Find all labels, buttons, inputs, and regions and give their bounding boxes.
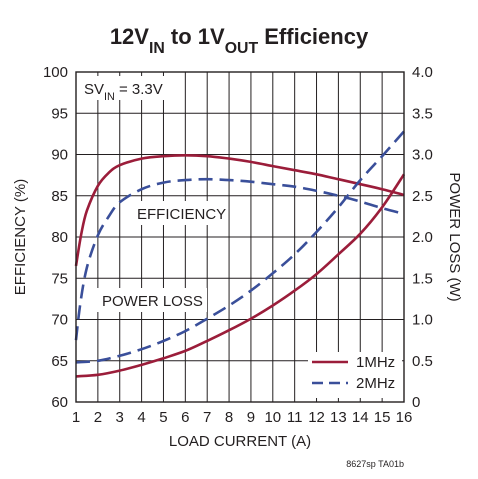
x-tick-label: 14 — [352, 409, 369, 426]
series-line-efficiency-1mhz — [74, 153, 405, 267]
tick-labels: 1 2 3 4 5 6 7 8 9 10 11 12 13 14 15 1660657075808590951… — [43, 64, 433, 426]
y-left-tick-label: 100 — [43, 64, 68, 81]
y-right-tick-label: 4.0 — [412, 64, 433, 81]
annotations: SVIN = 3.3V EFFICIENCY POWER LOSS — [80, 76, 227, 312]
y-right-tick-label: 3.0 — [412, 147, 433, 164]
x-tick-label: 12 — [308, 409, 325, 426]
x-tick-label: 3 — [116, 409, 124, 426]
x-tick-label: 9 — [247, 409, 255, 426]
x-tick-label: 1 — [72, 409, 80, 426]
y-left-tick-label: 90 — [51, 147, 68, 164]
y-left-tick-label: 95 — [51, 105, 68, 122]
legend-label: 2MHz — [356, 375, 395, 392]
x-tick-label: 13 — [330, 409, 347, 426]
y-right-tick-label: 0.5 — [412, 353, 433, 370]
y-left-tick-label: 70 — [51, 312, 68, 329]
y-right-tick-label: 2.5 — [412, 188, 433, 205]
efficiency-label: EFFICIENCY — [137, 206, 226, 223]
series-line-power-loss-2mhz — [75, 130, 405, 364]
condition-label: SVIN = 3.3V — [84, 81, 163, 103]
y-right-tick-label: 1.0 — [412, 312, 433, 329]
y-left-tick-label: 80 — [51, 229, 68, 246]
series-group — [74, 130, 406, 378]
y-left-tick-label: 85 — [51, 188, 68, 205]
x-tick-label: 4 — [137, 409, 145, 426]
chart-title: 12VIN to 1VOUT Efficiency — [110, 24, 369, 57]
series-line-efficiency-2mhz — [74, 177, 405, 341]
power-loss-label-bg — [97, 288, 207, 312]
y-right-tick-label: 3.5 — [412, 105, 433, 122]
x-tick-label: 15 — [374, 409, 391, 426]
y-right-tick-label: 1.5 — [412, 270, 433, 287]
power-loss-label: POWER LOSS — [102, 293, 203, 310]
x-axis-label: LOAD CURRENT (A) — [169, 433, 311, 450]
legend: 1MHz 2MHz — [308, 352, 402, 398]
y-axis-label-left: EFFICIENCY (%) — [12, 179, 29, 295]
figure-id: 8627sp TA01b — [346, 459, 404, 469]
y-left-tick-label: 60 — [51, 394, 68, 411]
legend-bg — [308, 352, 402, 398]
condition-label-bg — [80, 76, 175, 100]
x-tick-label: 7 — [203, 409, 211, 426]
series-line-power-loss-1mhz — [75, 173, 406, 378]
x-tick-label: 5 — [159, 409, 167, 426]
y-right-tick-label: 2.0 — [412, 229, 433, 246]
x-tick-label: 11 — [287, 409, 303, 426]
y-left-tick-label: 75 — [51, 270, 68, 287]
x-tick-label: 6 — [181, 409, 189, 426]
x-tick-label: 8 — [225, 409, 233, 426]
x-tick-label: 10 — [264, 409, 281, 426]
efficiency-label-bg — [132, 201, 227, 225]
y-axis-label-right: POWER LOSS (W) — [446, 172, 463, 301]
plot-frame — [75, 71, 405, 403]
y-left-tick-label: 65 — [51, 353, 68, 370]
x-tick-label: 16 — [396, 409, 413, 426]
x-tick-label: 2 — [94, 409, 102, 426]
y-right-tick-label: 0 — [412, 394, 420, 411]
legend-label: 1MHz — [356, 354, 395, 371]
